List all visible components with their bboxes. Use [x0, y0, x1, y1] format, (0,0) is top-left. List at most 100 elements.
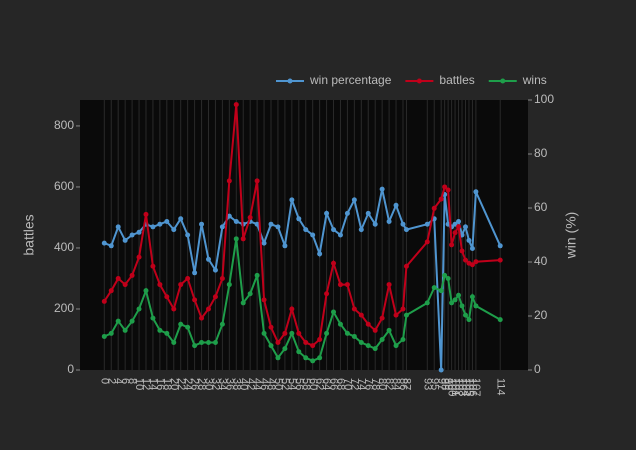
point: [438, 288, 444, 294]
x-tick-label: 82: [383, 378, 395, 390]
point: [469, 294, 475, 300]
point: [157, 221, 163, 227]
point: [442, 272, 448, 278]
point: [212, 294, 218, 300]
x-tick-label: 106: [467, 378, 479, 396]
x-tick-label: 18: [161, 378, 173, 390]
point: [226, 213, 232, 219]
point: [365, 210, 371, 216]
point: [150, 263, 156, 269]
point: [136, 254, 142, 260]
point: [466, 237, 472, 243]
point: [358, 340, 364, 346]
x-tick-label: 105: [463, 378, 475, 396]
x-tick-label: 68: [335, 378, 347, 390]
point: [449, 242, 455, 248]
point: [497, 243, 503, 249]
point: [212, 340, 218, 346]
point: [171, 306, 177, 312]
point: [459, 248, 465, 254]
x-tick-label: 52: [279, 378, 291, 390]
x-tick-label: 93: [421, 378, 433, 390]
point: [178, 216, 184, 222]
point: [122, 327, 128, 333]
point: [108, 288, 114, 294]
x-tick-label: 56: [293, 378, 305, 390]
point: [337, 282, 343, 288]
point: [365, 321, 371, 327]
point: [403, 227, 409, 233]
x-tick-label: 66: [328, 378, 340, 390]
point: [296, 216, 302, 222]
point: [400, 306, 406, 312]
point: [254, 221, 260, 227]
point: [358, 227, 364, 233]
point: [497, 317, 503, 323]
x-tick-label: 2: [105, 378, 117, 384]
y2-tick-label: 0: [534, 362, 541, 376]
point: [268, 324, 274, 330]
point: [143, 288, 149, 294]
x-tick-label: 50: [272, 378, 284, 390]
point: [456, 292, 462, 298]
point: [115, 318, 121, 324]
point: [275, 224, 281, 230]
point: [462, 257, 468, 263]
x-tick-label: 60: [307, 378, 319, 390]
point: [150, 224, 156, 230]
x-tick-label: 97: [435, 378, 447, 390]
legend-swatch-dot: [416, 78, 422, 84]
point: [386, 282, 392, 288]
point: [219, 321, 225, 327]
point: [101, 298, 107, 304]
point: [379, 336, 385, 342]
point: [157, 282, 163, 288]
x-tick-label: 6: [119, 378, 131, 384]
point: [351, 306, 357, 312]
point: [424, 300, 430, 306]
point: [185, 275, 191, 281]
point: [445, 187, 451, 193]
point: [261, 330, 267, 336]
x-tick-label: 87: [401, 378, 413, 390]
point: [101, 240, 107, 246]
x-tick-label: 40: [237, 378, 249, 390]
x-tick-label: 86: [397, 378, 409, 390]
point: [442, 184, 448, 190]
x-tick-label: 28: [196, 378, 208, 390]
x-tick-label: 102: [453, 378, 465, 396]
point: [466, 317, 472, 323]
point: [310, 232, 316, 238]
point: [219, 275, 225, 281]
point: [282, 330, 288, 336]
point: [150, 315, 156, 321]
y2-axis-title: win (%): [563, 212, 579, 260]
plot-area: [80, 100, 528, 370]
x-tick-label: 38: [230, 378, 242, 390]
y-tick-label: 200: [54, 301, 74, 315]
point: [199, 221, 205, 227]
point: [386, 219, 392, 224]
point: [351, 197, 357, 203]
point: [164, 294, 170, 300]
point: [129, 232, 135, 238]
point: [247, 214, 253, 220]
point: [247, 291, 253, 297]
point: [205, 256, 211, 262]
x-tick-label: 80: [376, 378, 388, 390]
point: [185, 232, 191, 238]
x-tick-label: 64: [321, 378, 333, 390]
x-tick-label: 42: [244, 378, 256, 390]
point: [469, 246, 475, 251]
point: [337, 321, 343, 327]
point: [324, 330, 330, 336]
x-tick-label: 76: [362, 378, 374, 390]
point: [129, 272, 135, 278]
point: [108, 330, 114, 336]
point: [108, 243, 114, 249]
x-tick-label: 58: [300, 378, 312, 390]
point: [303, 340, 309, 346]
point: [403, 263, 409, 269]
point: [324, 291, 330, 297]
x-tick-label: 16: [154, 378, 166, 390]
